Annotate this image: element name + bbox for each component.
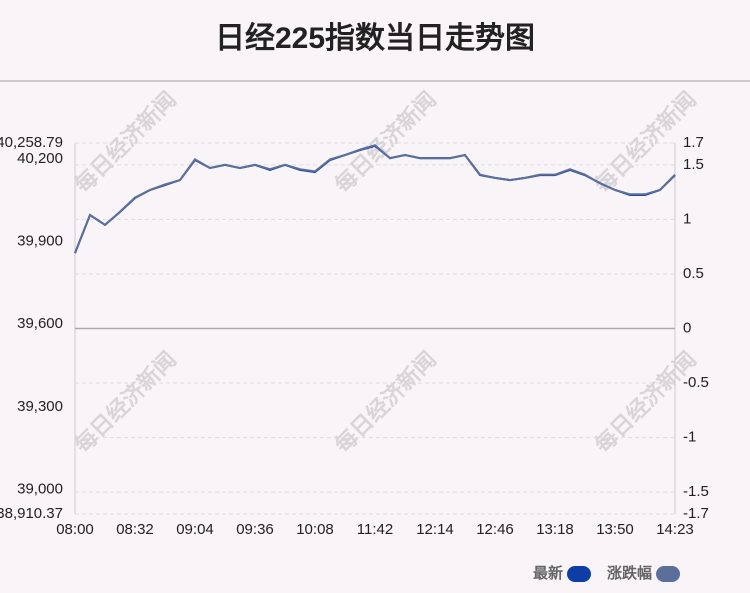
y2-tick-label: 0.5	[683, 265, 704, 282]
y-tick-label: 38,910.37	[0, 505, 63, 522]
y-tick-label: 40,258.79	[0, 134, 63, 151]
x-tick-label: 12:46	[476, 521, 514, 538]
y-tick-label: 40,200	[17, 150, 63, 167]
x-tick-label: 09:04	[176, 521, 214, 538]
y2-tick-label: -0.5	[683, 374, 709, 391]
y-tick-label: 39,600	[17, 315, 63, 332]
y2-tick-label: -1.7	[683, 505, 709, 522]
legend-label: 涨跌幅	[607, 564, 652, 582]
chart-title: 日经225指数当日走势图	[215, 21, 535, 55]
x-tick-label: 08:32	[116, 521, 154, 538]
y2-tick-label: 1.7	[683, 134, 704, 151]
line-series	[74, 144, 676, 254]
x-tick-label: 10:08	[296, 521, 334, 538]
y2-tick-label: 1	[683, 210, 691, 227]
x-tick-label: 08:00	[56, 521, 94, 538]
y-tick-label: 39,300	[17, 398, 63, 415]
x-tick-label: 12:14	[416, 521, 454, 538]
x-tick-label: 14:23	[656, 521, 694, 538]
y2-tick-label: -1.5	[683, 483, 709, 500]
legend-swatch	[656, 566, 681, 582]
y2-tick-label: 0	[683, 319, 691, 336]
x-tick-label: 13:50	[596, 521, 634, 538]
y-tick-label: 39,900	[17, 233, 63, 250]
legend-label: 最新	[533, 564, 563, 582]
y-tick-label: 39,000	[17, 480, 63, 497]
x-tick-label: 13:18	[536, 521, 574, 538]
legend-swatch	[567, 566, 592, 582]
y2-tick-label: 1.5	[683, 156, 704, 173]
x-tick-label: 11:42	[357, 521, 393, 538]
x-tick-label: 09:36	[236, 521, 274, 538]
y2-tick-label: -1	[683, 429, 696, 446]
